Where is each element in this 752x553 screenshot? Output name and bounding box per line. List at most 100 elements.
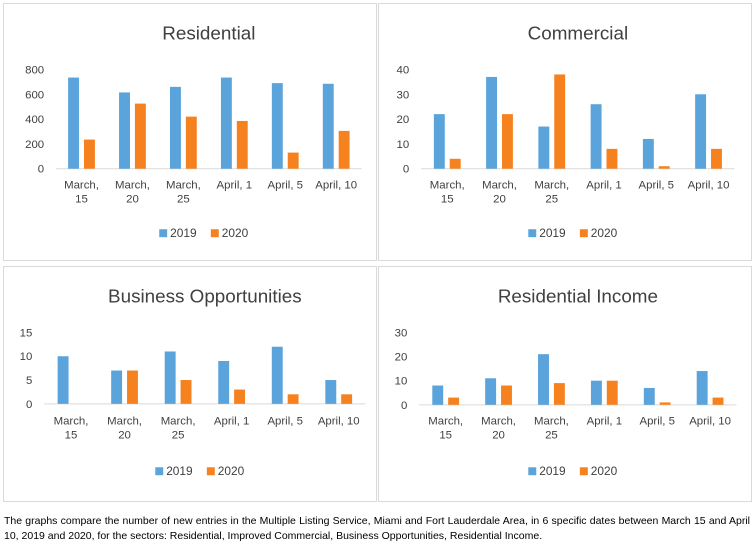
chart-title: Residential Income	[498, 286, 658, 307]
bar-2020	[606, 380, 618, 405]
category-label: April, 10	[688, 180, 730, 192]
bar-2019	[538, 354, 549, 405]
legend-label: 2019	[539, 226, 566, 240]
bar-2019	[538, 126, 550, 169]
bar-2020	[287, 394, 299, 404]
bar-2019	[271, 346, 283, 404]
y-tick-label: 5	[26, 375, 32, 387]
y-tick-label: 10	[397, 139, 410, 151]
category-label: April, 5	[639, 416, 674, 428]
category-label: April, 5	[267, 416, 302, 428]
legend-swatch-2019	[528, 229, 537, 238]
legend-swatch-2019	[155, 467, 164, 476]
bar-2019	[643, 387, 655, 405]
y-tick-label: 20	[397, 114, 410, 126]
bar-2019	[590, 104, 602, 169]
legend-label: 2020	[218, 464, 245, 478]
bar-2019	[164, 351, 176, 404]
category-label: March, 25	[166, 180, 201, 206]
y-tick-label: 30	[397, 89, 410, 101]
y-tick-label: 0	[401, 400, 407, 412]
chart-business-opportunities: Business Opportunities 0 5 10 15 March, 15 Marc…	[20, 286, 366, 478]
legend-swatch-2020	[206, 467, 215, 476]
y-tick-label: 0	[38, 164, 44, 176]
bar-2019	[68, 77, 80, 169]
category-label: March, 15	[430, 180, 465, 206]
bar-2020	[236, 120, 248, 169]
y-tick-label: 600	[25, 89, 44, 101]
legend-swatch-2020	[579, 229, 588, 238]
chart-panel-commercial: Commercial 0 10 20 30 40 March, 15 March, 20 March…	[378, 3, 752, 261]
bar-2020	[134, 103, 146, 169]
legend-label: 2020	[591, 464, 618, 478]
category-label: March, 20	[107, 416, 142, 442]
bar-2020	[83, 139, 95, 169]
category-label: March, 20	[481, 416, 516, 442]
y-tick-label: 15	[20, 327, 33, 339]
y-tick-label: 0	[26, 399, 32, 411]
y-tick-label: 10	[20, 351, 33, 363]
chart-title: Residential	[162, 23, 255, 44]
bar-2020	[234, 389, 246, 404]
bar-2019	[57, 356, 69, 404]
bar-2019	[169, 86, 181, 169]
chart-title: Commercial	[528, 23, 629, 44]
bar-2019	[218, 360, 230, 404]
bar-2019	[271, 83, 283, 169]
bar-2020	[712, 397, 724, 405]
category-label: March, 15	[64, 180, 99, 206]
category-label: April, 1	[587, 416, 622, 428]
bar-2019	[485, 378, 497, 405]
chart-panel-business-opportunities: Business Opportunities 0 5 10 15 March, 15 Marc…	[3, 266, 377, 502]
category-label: March, 15	[54, 416, 89, 442]
bar-2019	[642, 138, 654, 169]
y-tick-label: 40	[397, 64, 410, 76]
legend-swatch-2020	[210, 229, 219, 238]
bar-2019	[432, 385, 444, 405]
category-label: April, 10	[689, 416, 731, 428]
bar-2019	[696, 371, 708, 405]
bar-2020	[180, 380, 192, 404]
legend-swatch-2020	[579, 467, 588, 476]
bar-2020	[659, 402, 671, 405]
category-label: March, 20	[482, 180, 517, 206]
bar-2019	[322, 83, 334, 169]
y-tick-label: 0	[403, 164, 409, 176]
chart-residential: Residential 0 200 400 600 800 March, 15 March, 20…	[25, 23, 362, 240]
category-label: April, 5	[639, 180, 675, 192]
bar-2019	[220, 77, 232, 169]
bar-2020	[449, 158, 461, 169]
category-label: March, 25	[534, 180, 569, 206]
bar-2020	[501, 385, 512, 405]
bar-2020	[287, 152, 299, 169]
legend-label: 2019	[539, 464, 566, 478]
bar-2020	[127, 370, 138, 404]
category-label: March, 25	[161, 416, 196, 442]
category-label: March, 25	[534, 416, 569, 442]
bar-2020	[606, 148, 618, 169]
bar-2020	[554, 74, 566, 169]
bar-2019	[119, 92, 130, 169]
bar-2019	[695, 94, 707, 169]
legend-swatch-2019	[528, 467, 537, 476]
legend-swatch-2019	[159, 229, 168, 238]
bar-2020	[553, 383, 565, 405]
category-label: April, 1	[217, 180, 253, 192]
bar-2020	[711, 148, 722, 169]
legend-label: 2020	[222, 226, 249, 240]
category-label: April, 1	[586, 180, 622, 192]
bar-2020	[658, 166, 670, 169]
y-tick-label: 200	[25, 139, 44, 151]
figure-caption: The graphs compare the number of new ent…	[4, 515, 750, 542]
bar-2019	[433, 114, 445, 169]
y-tick-label: 30	[395, 327, 408, 339]
bar-2019	[590, 380, 602, 405]
bar-2020	[185, 116, 197, 169]
y-tick-label: 400	[25, 114, 44, 126]
chart-residential-income: Residential Income 0 10 20 30 March, 15 March, 2…	[395, 286, 737, 478]
category-label: March, 15	[428, 416, 463, 442]
bar-2020	[338, 130, 350, 169]
bar-2019	[325, 380, 337, 404]
legend-label: 2019	[170, 226, 197, 240]
chart-title: Business Opportunities	[108, 286, 302, 307]
